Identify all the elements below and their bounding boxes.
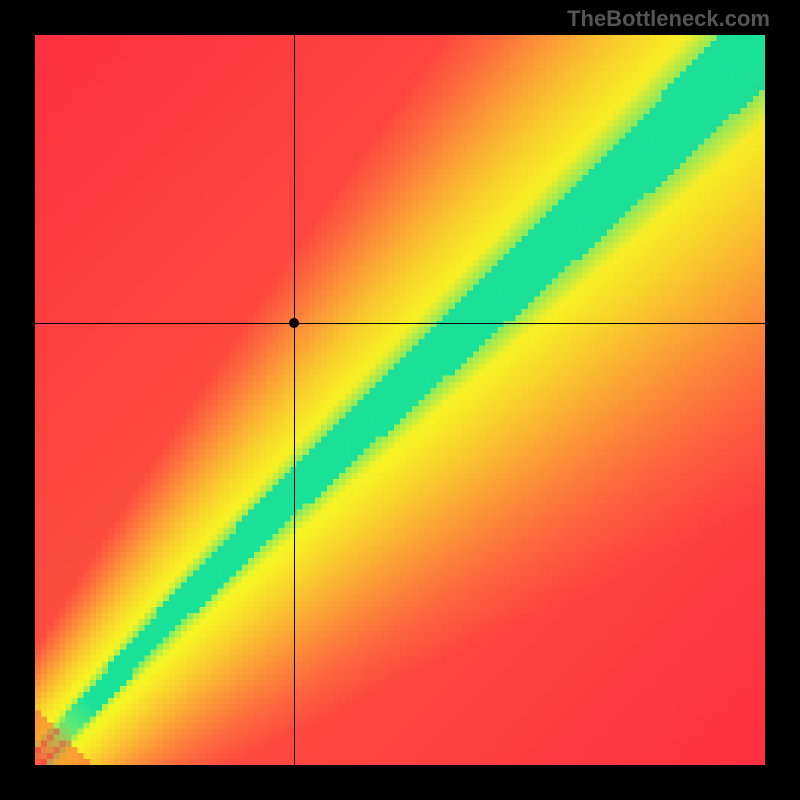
chart-container: TheBottleneck.com [0,0,800,800]
crosshair-marker [289,318,299,328]
crosshair-horizontal [35,323,765,324]
crosshair-vertical [294,35,295,765]
heatmap-canvas [35,35,765,765]
plot-area [35,35,765,765]
watermark-text: TheBottleneck.com [567,6,770,32]
